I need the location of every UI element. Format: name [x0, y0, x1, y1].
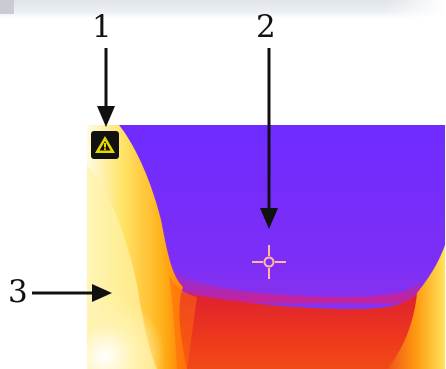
callout-number-1: 1 — [92, 9, 112, 45]
crosshair-icon — [252, 245, 286, 279]
warning-badge — [91, 131, 119, 159]
warm-floor-region — [147, 275, 445, 369]
wall-floor-transition — [169, 275, 197, 369]
thermal-image — [87, 125, 445, 369]
top-bar-notch — [0, 0, 14, 14]
thermal-image-svg — [87, 125, 445, 369]
crosshair-marker — [252, 245, 286, 279]
top-bar-fade — [386, 0, 446, 18]
callout-number-2: 2 — [256, 9, 276, 45]
warning-triangle-icon — [95, 136, 115, 153]
top-bar-strip — [0, 0, 446, 18]
floor-edge-glow — [167, 263, 427, 303]
arrow-1 — [97, 48, 115, 127]
callout-number-3: 3 — [8, 274, 28, 310]
right-warm-wall — [387, 245, 445, 369]
